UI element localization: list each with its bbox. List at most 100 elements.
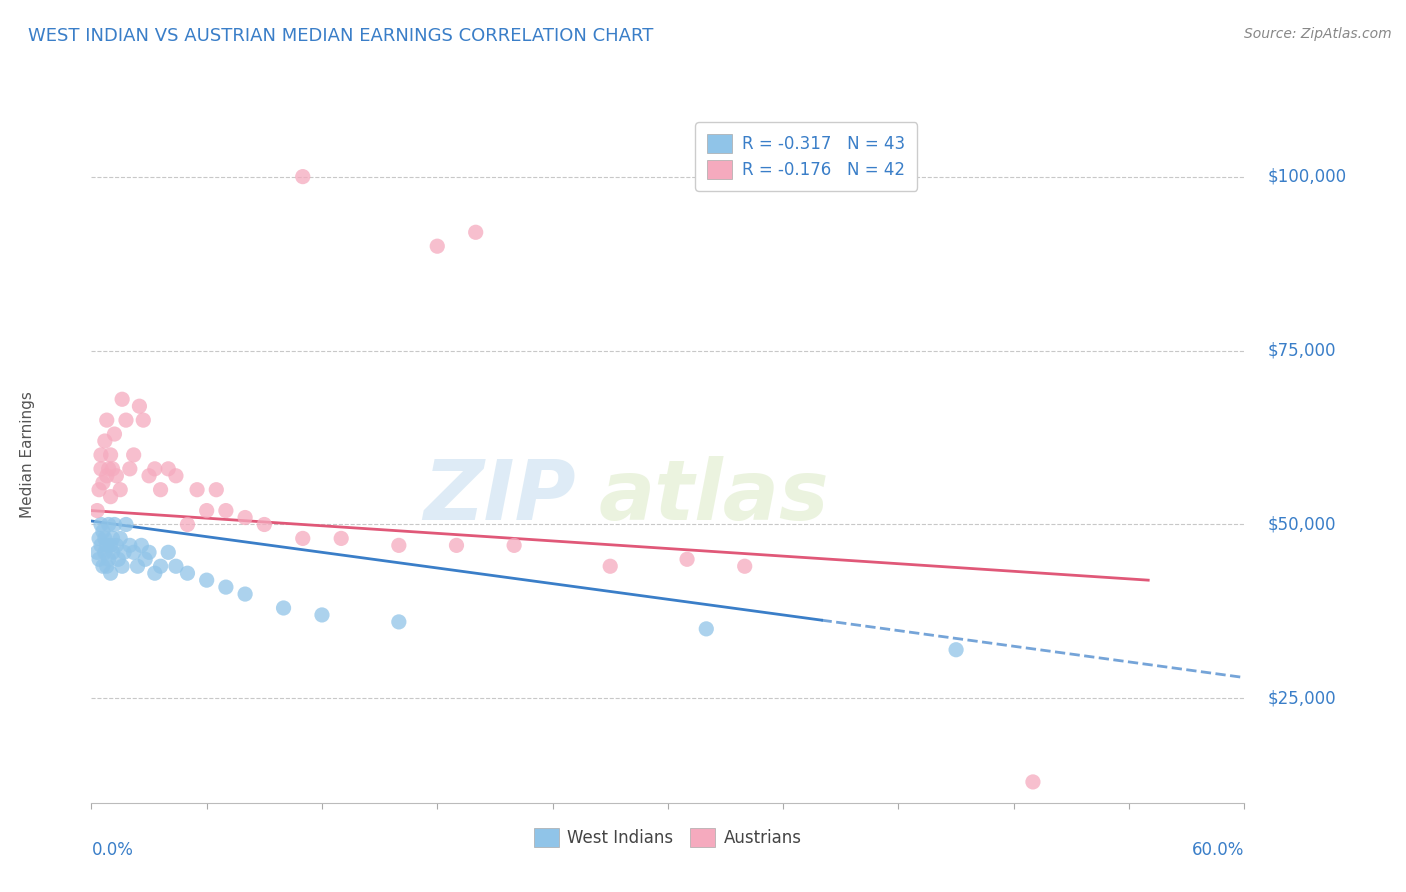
Point <box>143 566 166 581</box>
Text: 0.0%: 0.0% <box>91 841 134 859</box>
Text: $50,000: $50,000 <box>1267 516 1336 533</box>
Point <box>90 448 112 462</box>
Point <box>101 545 124 559</box>
Point <box>233 510 256 524</box>
Text: Median Earnings: Median Earnings <box>21 392 35 518</box>
Point <box>132 413 155 427</box>
Point <box>233 587 256 601</box>
Point <box>115 517 138 532</box>
Point <box>446 538 468 552</box>
Point <box>100 448 122 462</box>
Point <box>118 462 141 476</box>
Legend: West Indians, Austrians: West Indians, Austrians <box>527 821 808 854</box>
Point <box>215 580 238 594</box>
Point <box>330 532 353 546</box>
Point <box>176 517 198 532</box>
Point <box>96 538 118 552</box>
Point <box>96 559 118 574</box>
Point <box>311 607 333 622</box>
Text: $100,000: $100,000 <box>1267 168 1347 186</box>
Point <box>464 225 486 239</box>
Point <box>100 566 122 581</box>
Point <box>86 503 108 517</box>
Point <box>273 601 295 615</box>
Text: ZIP: ZIP <box>423 456 575 537</box>
Point <box>91 524 114 539</box>
Point <box>195 573 218 587</box>
Point <box>503 538 526 552</box>
Point <box>110 483 132 497</box>
Point <box>111 392 134 407</box>
Point <box>94 545 117 559</box>
Point <box>107 552 129 566</box>
Point <box>291 169 314 184</box>
Point <box>94 434 117 448</box>
Point <box>87 532 110 546</box>
Point <box>426 239 449 253</box>
Point <box>143 462 166 476</box>
Text: $75,000: $75,000 <box>1267 342 1336 359</box>
Point <box>138 545 160 559</box>
Point <box>253 517 276 532</box>
Point <box>127 559 149 574</box>
Point <box>115 413 138 427</box>
Text: WEST INDIAN VS AUSTRIAN MEDIAN EARNINGS CORRELATION CHART: WEST INDIAN VS AUSTRIAN MEDIAN EARNINGS … <box>28 27 654 45</box>
Point <box>195 503 218 517</box>
Point <box>90 517 112 532</box>
Point <box>388 538 411 552</box>
Point <box>100 538 122 552</box>
Point <box>112 545 135 559</box>
Point <box>101 532 124 546</box>
Point <box>91 475 114 490</box>
Point <box>157 545 180 559</box>
Point <box>91 559 114 574</box>
Point <box>96 413 118 427</box>
Point <box>165 559 187 574</box>
Point <box>97 552 120 566</box>
Point <box>110 532 132 546</box>
Point <box>734 559 756 574</box>
Point <box>122 545 145 559</box>
Point <box>101 462 124 476</box>
Text: Source: ZipAtlas.com: Source: ZipAtlas.com <box>1244 27 1392 41</box>
Point <box>94 532 117 546</box>
Point <box>676 552 699 566</box>
Text: 60.0%: 60.0% <box>1192 841 1244 859</box>
Point <box>186 483 208 497</box>
Text: atlas: atlas <box>599 456 830 537</box>
Point <box>87 552 110 566</box>
Point <box>695 622 717 636</box>
Point <box>90 462 112 476</box>
Point <box>157 462 180 476</box>
Point <box>599 559 621 574</box>
Point <box>134 552 156 566</box>
Point <box>97 462 120 476</box>
Point <box>176 566 198 581</box>
Point <box>138 468 160 483</box>
Point <box>1022 775 1045 789</box>
Point <box>165 468 187 483</box>
Point <box>149 483 172 497</box>
Point <box>205 483 228 497</box>
Point <box>103 517 125 532</box>
Point <box>100 490 122 504</box>
Point <box>128 399 150 413</box>
Point <box>149 559 172 574</box>
Point <box>131 538 153 552</box>
Point <box>388 615 411 629</box>
Point <box>97 517 120 532</box>
Point <box>945 642 967 657</box>
Point <box>87 483 110 497</box>
Point <box>105 538 128 552</box>
Point <box>215 503 238 517</box>
Point <box>90 538 112 552</box>
Point <box>103 427 125 442</box>
Point <box>111 559 134 574</box>
Point <box>122 448 145 462</box>
Point <box>291 532 314 546</box>
Point <box>96 468 118 483</box>
Point <box>86 545 108 559</box>
Point <box>118 538 141 552</box>
Text: $25,000: $25,000 <box>1267 690 1336 707</box>
Point <box>105 468 128 483</box>
